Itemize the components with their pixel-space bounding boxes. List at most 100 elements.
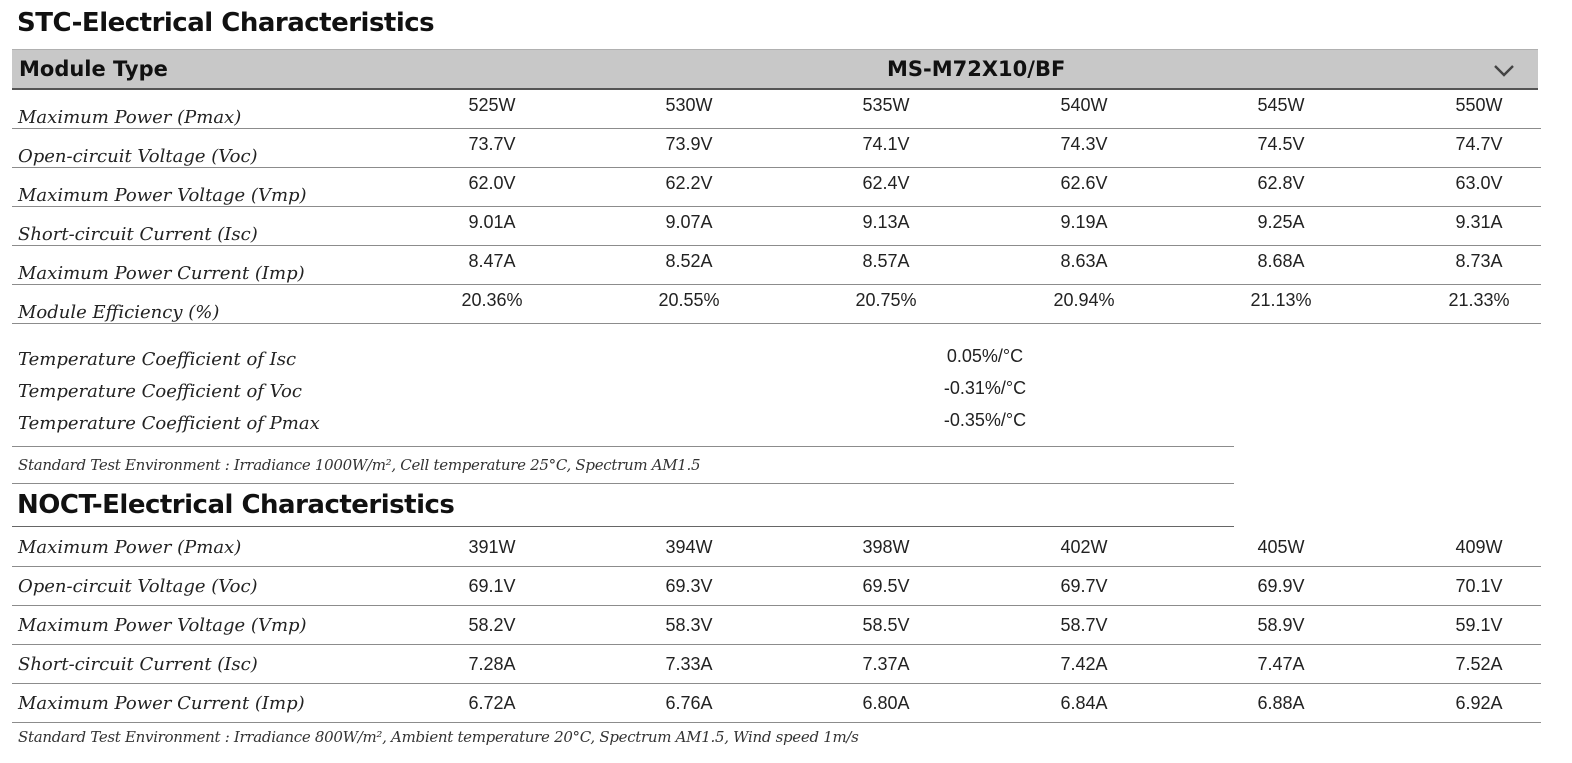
divider (12, 446, 1234, 447)
cell-value: 530W (665, 95, 713, 115)
cell-value: 70.1V (1455, 576, 1503, 596)
cell-value: 540W (1060, 95, 1108, 115)
cell-value: 20.36% (461, 290, 523, 310)
cell-value: 8.47A (468, 251, 516, 271)
cell-value: 535W (862, 95, 910, 115)
cell-value: 74.3V (1060, 134, 1108, 154)
cell-value: 6.92A (1455, 693, 1503, 713)
cell-value: 7.33A (665, 654, 713, 674)
cell-value: 73.7V (468, 134, 516, 154)
coefficient-value: -0.35%/°C (943, 410, 1027, 430)
module-type-header: Module Type MS-M72X10/BF (12, 49, 1538, 90)
cell-value: 8.73A (1455, 251, 1503, 271)
cell-value: 74.1V (862, 134, 910, 154)
cell-value: 391W (468, 537, 516, 557)
cell-value: 58.3V (665, 615, 713, 635)
cell-value: 402W (1060, 537, 1108, 557)
cell-value: 7.28A (468, 654, 516, 674)
cell-value: 409W (1455, 537, 1503, 557)
cell-value: 7.47A (1257, 654, 1305, 674)
cell-value: 9.13A (862, 212, 910, 232)
table-row: Maximum Power (Pmax) 391W 394W 398W 402W… (12, 528, 1541, 567)
cell-value: 69.7V (1060, 576, 1108, 596)
cell-value: 6.84A (1060, 693, 1108, 713)
cell-value: 550W (1455, 95, 1503, 115)
cell-value: 9.31A (1455, 212, 1503, 232)
cell-value: 58.2V (468, 615, 516, 635)
table-row: Maximum Power Voltage (Vmp) 58.2V 58.3V … (12, 606, 1541, 645)
row-label: Maximum Power Voltage (Vmp) (18, 185, 307, 206)
cell-value: 8.57A (862, 251, 910, 271)
module-type-value: MS-M72X10/BF (887, 57, 1066, 81)
cell-value: 20.75% (855, 290, 917, 310)
row-label: Module Efficiency (%) (18, 302, 220, 323)
chevron-down-icon[interactable] (1491, 58, 1517, 82)
cell-value: 63.0V (1455, 173, 1503, 193)
row-label: Short-circuit Current (Isc) (18, 224, 258, 245)
cell-value: 7.52A (1455, 654, 1503, 674)
row-label: Maximum Power Voltage (Vmp) (18, 615, 307, 636)
coefficient-label: Temperature Coefficient of Isc (18, 349, 297, 370)
cell-value: 69.5V (862, 576, 910, 596)
coefficient-label: Temperature Coefficient of Pmax (18, 413, 320, 434)
table-row: Module Efficiency (%) 20.36% 20.55% 20.7… (12, 285, 1541, 324)
cell-value: 69.1V (468, 576, 516, 596)
stc-section-title: STC-Electrical Characteristics (17, 8, 435, 38)
cell-value: 9.07A (665, 212, 713, 232)
cell-value: 21.33% (1448, 290, 1510, 310)
cell-value: 8.52A (665, 251, 713, 271)
cell-value: 9.19A (1060, 212, 1108, 232)
coefficient-value: 0.05%/°C (946, 346, 1024, 366)
row-label: Short-circuit Current (Isc) (18, 654, 258, 675)
row-label: Maximum Power Current (Imp) (18, 263, 305, 284)
cell-value: 9.01A (468, 212, 516, 232)
cell-value: 74.5V (1257, 134, 1305, 154)
cell-value: 69.9V (1257, 576, 1305, 596)
cell-value: 74.7V (1455, 134, 1503, 154)
cell-value: 545W (1257, 95, 1305, 115)
coefficient-value: -0.31%/°C (943, 378, 1027, 398)
row-label: Maximum Power (Pmax) (18, 537, 242, 558)
divider (12, 483, 1234, 484)
cell-value: 9.25A (1257, 212, 1305, 232)
coefficient-label: Temperature Coefficient of Voc (18, 381, 302, 402)
cell-value: 394W (665, 537, 713, 557)
cell-value: 20.55% (658, 290, 720, 310)
cell-value: 7.42A (1060, 654, 1108, 674)
noct-section-title: NOCT-Electrical Characteristics (17, 490, 455, 520)
cell-value: 405W (1257, 537, 1305, 557)
table-row: Maximum Power (Pmax) 525W 530W 535W 540W… (12, 90, 1541, 129)
cell-value: 21.13% (1250, 290, 1312, 310)
table-row: Maximum Power Current (Imp) 8.47A 8.52A … (12, 246, 1541, 285)
cell-value: 8.63A (1060, 251, 1108, 271)
table-row: Maximum Power Current (Imp) 6.72A 6.76A … (12, 684, 1541, 723)
cell-value: 6.88A (1257, 693, 1305, 713)
cell-value: 62.0V (468, 173, 516, 193)
table-row: Open-circuit Voltage (Voc) 73.7V 73.9V 7… (12, 129, 1541, 168)
cell-value: 62.4V (862, 173, 910, 193)
row-label: Open-circuit Voltage (Voc) (18, 576, 258, 597)
cell-value: 7.37A (862, 654, 910, 674)
cell-value: 58.9V (1257, 615, 1305, 635)
cell-value: 6.72A (468, 693, 516, 713)
cell-value: 58.5V (862, 615, 910, 635)
cell-value: 6.80A (862, 693, 910, 713)
module-type-label: Module Type (19, 57, 168, 81)
cell-value: 59.1V (1455, 615, 1503, 635)
cell-value: 8.68A (1257, 251, 1305, 271)
divider (12, 526, 1234, 527)
table-row: Short-circuit Current (Isc) 7.28A 7.33A … (12, 645, 1541, 684)
cell-value: 398W (862, 537, 910, 557)
noct-environment-note: Standard Test Environment : Irradiance 8… (18, 728, 859, 746)
cell-value: 62.8V (1257, 173, 1305, 193)
cell-value: 62.2V (665, 173, 713, 193)
row-label: Maximum Power Current (Imp) (18, 693, 305, 714)
cell-value: 20.94% (1053, 290, 1115, 310)
table-row: Open-circuit Voltage (Voc) 69.1V 69.3V 6… (12, 567, 1541, 606)
cell-value: 58.7V (1060, 615, 1108, 635)
cell-value: 69.3V (665, 576, 713, 596)
stc-environment-note: Standard Test Environment : Irradiance 1… (18, 456, 701, 474)
cell-value: 525W (468, 95, 516, 115)
table-row: Short-circuit Current (Isc) 9.01A 9.07A … (12, 207, 1541, 246)
row-label: Maximum Power (Pmax) (18, 107, 242, 128)
